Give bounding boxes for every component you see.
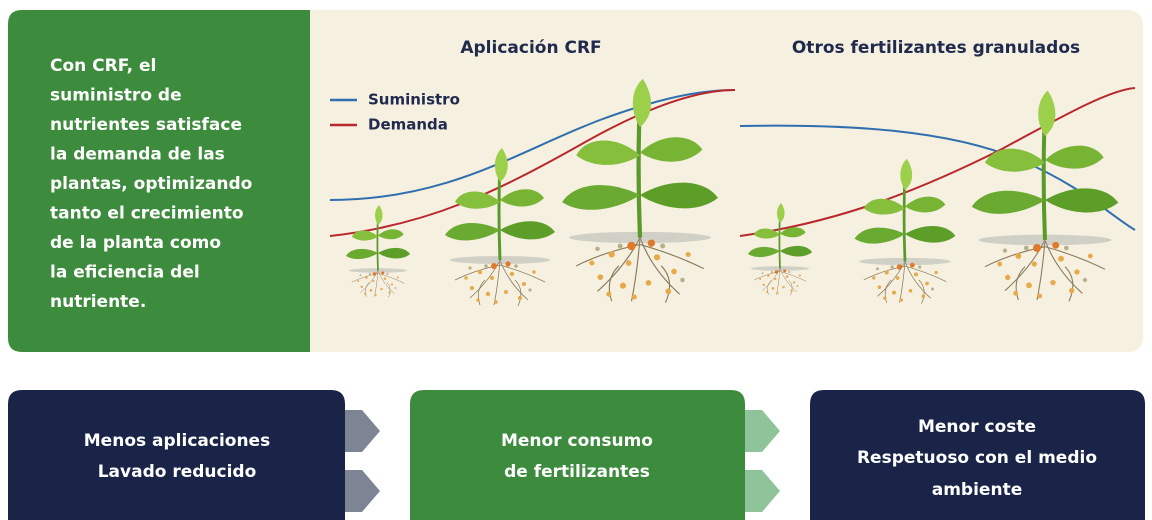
intro-line: nutrientes satisface — [50, 115, 242, 135]
benefit-box — [8, 390, 345, 520]
box-line: de fertilizantes — [504, 462, 650, 482]
intro-line: suministro de — [50, 86, 182, 106]
intro-line: de la planta como — [50, 233, 221, 253]
box-line: ambiente — [932, 480, 1022, 500]
intro-line: Con CRF, el — [50, 56, 156, 76]
box-line: Menos aplicaciones — [84, 431, 270, 451]
benefit-box — [410, 390, 745, 520]
box-line: Respetuoso con el medio — [857, 448, 1097, 468]
intro-line: plantas, optimizando — [50, 174, 252, 194]
chevron — [345, 470, 380, 512]
infographic: Con CRF, el suministro de nutrientes sat… — [0, 0, 1152, 520]
intro-line: la demanda de las — [50, 145, 225, 165]
panel-title: Otros fertilizantes granulados — [792, 38, 1080, 58]
box-line: Menor consumo — [501, 431, 653, 451]
chevron — [745, 470, 780, 512]
legend-label: Demanda — [368, 116, 448, 134]
box-line: Menor coste — [918, 417, 1036, 437]
intro-line: nutriente. — [50, 292, 146, 312]
intro-line: la eficiencia del — [50, 263, 200, 283]
box-line: Lavado reducido — [98, 462, 257, 482]
chevron — [745, 410, 780, 452]
legend-label: Suministro — [368, 91, 460, 109]
intro-line: tanto el crecimiento — [50, 204, 244, 224]
panel-title: Aplicación CRF — [460, 38, 601, 58]
chevron — [345, 410, 380, 452]
